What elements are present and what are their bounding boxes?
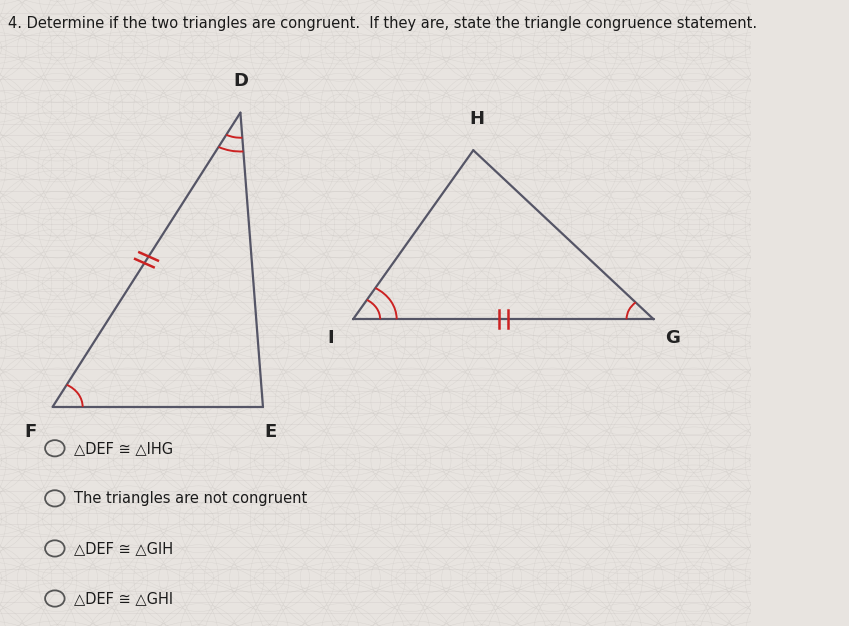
Text: 4. Determine if the two triangles are congruent.  If they are, state the triangl: 4. Determine if the two triangles are co…	[8, 16, 756, 31]
Text: G: G	[665, 329, 680, 347]
Text: The triangles are not congruent: The triangles are not congruent	[74, 491, 306, 506]
Text: △DEF ≅ △GHI: △DEF ≅ △GHI	[74, 591, 172, 606]
Text: △DEF ≅ △IHG: △DEF ≅ △IHG	[74, 441, 172, 456]
Text: △DEF ≅ △GIH: △DEF ≅ △GIH	[74, 541, 172, 556]
Text: I: I	[327, 329, 334, 347]
Text: H: H	[469, 110, 485, 128]
Text: E: E	[264, 423, 277, 441]
Text: D: D	[233, 73, 248, 90]
Text: F: F	[24, 423, 37, 441]
